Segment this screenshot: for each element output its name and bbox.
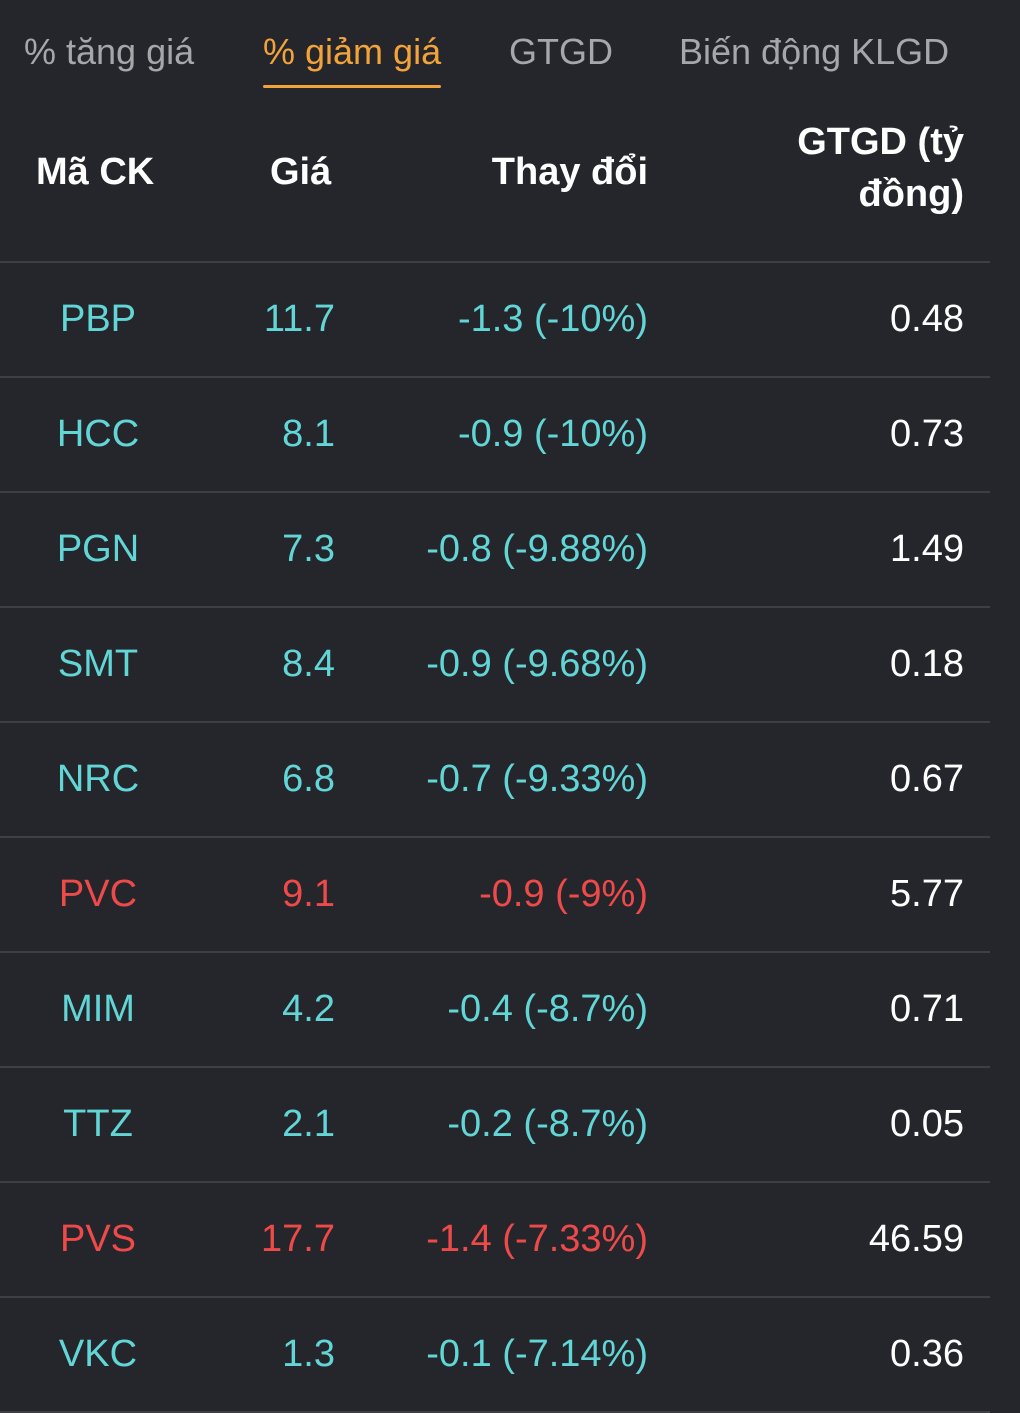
table-row[interactable]: VKC 1.3 -0.1 (-7.14%) 0.36	[0, 1298, 990, 1413]
stock-change: -0.9 (-9.68%)	[426, 643, 648, 685]
stock-price: 17.7	[261, 1218, 335, 1260]
stock-trading-value: 0.36	[890, 1333, 964, 1375]
stock-price: 8.4	[282, 643, 335, 685]
stock-code: HCC	[56, 413, 140, 455]
stock-code: SMT	[57, 643, 139, 685]
table-row[interactable]: PVS 17.7 -1.4 (-7.33%) 46.59	[0, 1183, 990, 1298]
table-row[interactable]: TTZ 2.1 -0.2 (-8.7%) 0.05	[0, 1068, 990, 1183]
table-header: Mã CK Giá Thay đổi GTGD (tỷ đồng)	[0, 100, 990, 263]
stock-code: TTZ	[63, 1103, 133, 1145]
stock-change: -0.1 (-7.14%)	[426, 1333, 648, 1375]
stock-change: -0.7 (-9.33%)	[426, 758, 648, 800]
stock-code: PVC	[58, 873, 138, 915]
table-row[interactable]: MIM 4.2 -0.4 (-8.7%) 0.71	[0, 953, 990, 1068]
stock-change: -0.2 (-8.7%)	[447, 1103, 648, 1145]
table-row[interactable]: PVC 9.1 -0.9 (-9%) 5.77	[0, 838, 990, 953]
table-row[interactable]: SMT 8.4 -0.9 (-9.68%) 0.18	[0, 608, 990, 723]
stock-code: VKC	[58, 1333, 138, 1375]
tab-bar: % tăng giá % giảm giá GTGD Biến động KLG…	[0, 0, 1020, 100]
stock-change: -0.9 (-9%)	[479, 873, 648, 915]
stock-price: 1.3	[282, 1333, 335, 1375]
table-row[interactable]: HCC 8.1 -0.9 (-10%) 0.73	[0, 378, 990, 493]
stock-change: -0.4 (-8.7%)	[447, 988, 648, 1030]
stock-trading-value: 0.67	[890, 758, 964, 800]
stock-trading-value: 1.49	[890, 528, 964, 570]
column-header-change[interactable]: Thay đổi	[491, 151, 648, 193]
table-row[interactable]: PBP 11.7 -1.3 (-10%) 0.48	[0, 263, 990, 378]
column-header-code[interactable]: Mã CK	[36, 151, 155, 193]
stock-change: -1.3 (-10%)	[457, 298, 648, 340]
stock-price: 11.7	[263, 298, 335, 340]
column-header-value[interactable]: GTGD (tỷ đồng)	[797, 121, 964, 215]
stock-trading-value: 0.48	[890, 298, 964, 340]
stock-code: MIM	[61, 988, 135, 1030]
stock-code: PBP	[59, 298, 137, 340]
stock-change: -1.4 (-7.33%)	[426, 1218, 648, 1260]
column-header-price[interactable]: Giá	[270, 151, 332, 193]
tab-trading-value[interactable]: GTGD	[509, 31, 613, 72]
table-row[interactable]: NRC 6.8 -0.7 (-9.33%) 0.67	[0, 723, 990, 838]
stock-price: 7.3	[282, 528, 335, 570]
stock-trading-value: 0.73	[890, 413, 964, 455]
stock-code: PVS	[59, 1218, 137, 1260]
stock-price: 2.1	[282, 1103, 335, 1145]
stock-price: 6.8	[282, 758, 335, 800]
stock-price: 9.1	[282, 873, 335, 915]
stock-code: NRC	[56, 758, 140, 800]
stock-trading-value: 0.71	[890, 988, 964, 1030]
tab-price-decrease[interactable]: % giảm giá	[263, 28, 442, 88]
tab-volume-change[interactable]: Biến động KLGD	[679, 31, 950, 72]
table-body: PBP 11.7 -1.3 (-10%) 0.48 HCC 8.1 -0.9 (-10%) 0…	[0, 263, 990, 1413]
stock-trading-value: 0.05	[890, 1103, 964, 1145]
stock-price: 8.1	[282, 413, 335, 455]
stock-code: PGN	[56, 528, 140, 570]
stock-trading-value: 46.59	[868, 1218, 964, 1260]
stock-price: 4.2	[282, 988, 335, 1030]
stock-change: -0.9 (-10%)	[457, 413, 648, 455]
stock-change: -0.8 (-9.88%)	[426, 528, 648, 570]
stock-table: Mã CK Giá Thay đổi GTGD (tỷ đồng) PBP 11.…	[0, 100, 990, 1413]
tab-price-increase[interactable]: % tăng giá	[24, 31, 195, 72]
stock-trading-value: 5.77	[890, 873, 964, 915]
stock-trading-value: 0.18	[890, 643, 964, 685]
table-row[interactable]: PGN 7.3 -0.8 (-9.88%) 1.49	[0, 493, 990, 608]
